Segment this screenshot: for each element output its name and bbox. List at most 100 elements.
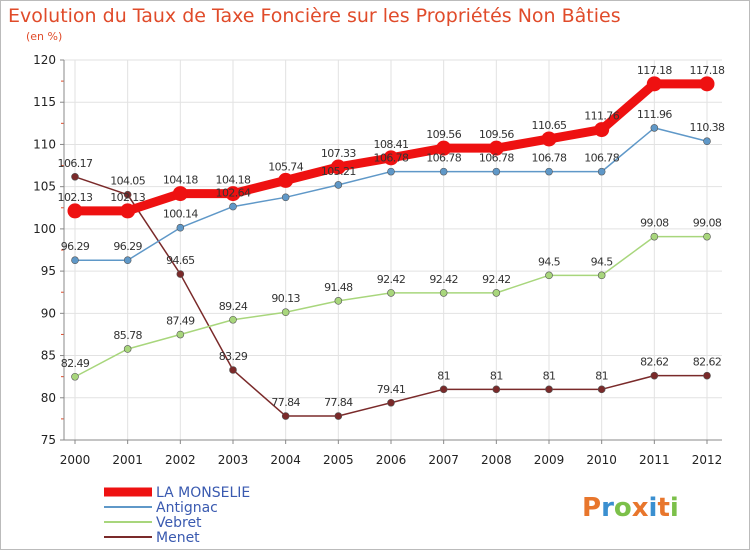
data-label: 111.96 (637, 108, 672, 121)
data-point (492, 167, 501, 176)
data-point (229, 315, 237, 324)
data-point (439, 167, 448, 176)
data-point (71, 372, 79, 381)
data-point (71, 256, 79, 265)
series-group (67, 76, 715, 420)
data-label: 104.18 (216, 174, 251, 187)
data-label: 92.42 (429, 273, 458, 286)
data-label: 104.05 (110, 175, 145, 188)
data-point (67, 203, 83, 219)
data-point (123, 345, 132, 353)
data-label: 105.21 (321, 165, 356, 178)
data-label: 106.17 (58, 157, 93, 170)
data-label: 85.78 (113, 329, 142, 342)
x-tick-label: 2004 (270, 453, 301, 467)
y-tick-label: 90 (41, 306, 56, 320)
axes: 75 80 85 90 95 100 105 110 115 120 2000 2001 2002 200… (33, 53, 722, 467)
logo-letter: o (614, 493, 632, 523)
data-point (436, 140, 452, 156)
chart-title: Evolution du Taux de Taxe Foncière sur l… (8, 5, 621, 27)
data-point (229, 202, 237, 211)
data-label: 110.65 (532, 119, 567, 132)
data-label: 90.13 (271, 292, 300, 305)
data-label: 106.78 (426, 152, 461, 165)
data-label: 102.13 (110, 191, 145, 204)
x-tick-label: 2011 (639, 453, 670, 467)
data-point (650, 124, 659, 132)
logo-letter: i (670, 493, 679, 523)
legend-label: Vebret (156, 515, 202, 531)
data-point (703, 232, 711, 241)
y-tick-label: 75 (41, 433, 56, 447)
data-point (439, 385, 448, 394)
data-point (492, 385, 501, 394)
data-point (383, 150, 399, 166)
y-tick-label: 120 (33, 53, 56, 67)
data-label: 81 (437, 369, 450, 382)
y-tick-label: 95 (41, 264, 56, 278)
data-point (387, 398, 395, 407)
data-label: 111.76 (584, 110, 619, 123)
legend-label: Menet (156, 530, 200, 546)
data-point (650, 371, 659, 380)
data-label: 109.56 (426, 128, 461, 141)
data-label: 89.24 (219, 300, 248, 313)
data-label: 104.18 (163, 174, 198, 187)
y-tick-label: 80 (41, 391, 56, 405)
data-label: 107.33 (321, 147, 356, 160)
value-labels: 102.13 102.13 104.18 104.18 105.74 107.33 108.… (58, 64, 726, 409)
data-point (281, 308, 290, 317)
x-tick-label: 2003 (218, 453, 249, 467)
x-tick-label: 2000 (60, 453, 91, 467)
data-label: 92.42 (377, 273, 406, 286)
data-label: 102.13 (58, 191, 93, 204)
data-label: 102.64 (216, 187, 251, 200)
data-label: 99.08 (693, 217, 722, 230)
x-tick-label: 2008 (481, 453, 512, 467)
data-point (703, 137, 711, 146)
data-point (699, 76, 715, 92)
data-label: 106.78 (479, 152, 514, 165)
data-point (281, 193, 290, 202)
x-tick-label: 2006 (376, 453, 407, 467)
data-point (387, 289, 395, 297)
data-label: 110.38 (690, 121, 725, 134)
data-label: 106.78 (532, 152, 567, 165)
data-point (545, 167, 553, 176)
x-tick-label: 2009 (534, 453, 565, 467)
data-point (120, 203, 136, 219)
data-label: 87.49 (166, 315, 195, 328)
data-label: 79.41 (377, 383, 406, 396)
data-label: 117.18 (637, 64, 672, 77)
data-label: 83.29 (219, 350, 248, 363)
series-3 (71, 172, 711, 420)
data-point (278, 172, 294, 188)
data-label: 109.56 (479, 128, 514, 141)
data-point (225, 186, 241, 202)
data-label: 77.84 (271, 396, 300, 409)
data-label: 108.41 (374, 138, 409, 151)
data-point (545, 385, 553, 394)
logo-letter: r (601, 493, 614, 523)
data-point (176, 270, 185, 278)
logo-letter: t (657, 493, 669, 523)
data-point (488, 140, 504, 156)
series-0 (67, 76, 715, 219)
data-label: 81 (595, 369, 608, 382)
data-point (541, 131, 557, 147)
data-label: 100.14 (163, 208, 198, 221)
logo-letter: P (582, 493, 601, 523)
data-point (646, 76, 662, 92)
x-tick-label: 2007 (428, 453, 459, 467)
data-point (650, 232, 659, 241)
x-tick-label: 2012 (692, 453, 723, 467)
data-point (123, 190, 132, 199)
data-label: 82.62 (640, 356, 669, 369)
chart-subtitle: (en %) (26, 30, 62, 43)
data-label: 96.29 (61, 240, 90, 253)
data-label: 106.78 (584, 152, 619, 165)
series-2 (71, 232, 711, 381)
series-1 (71, 124, 711, 265)
